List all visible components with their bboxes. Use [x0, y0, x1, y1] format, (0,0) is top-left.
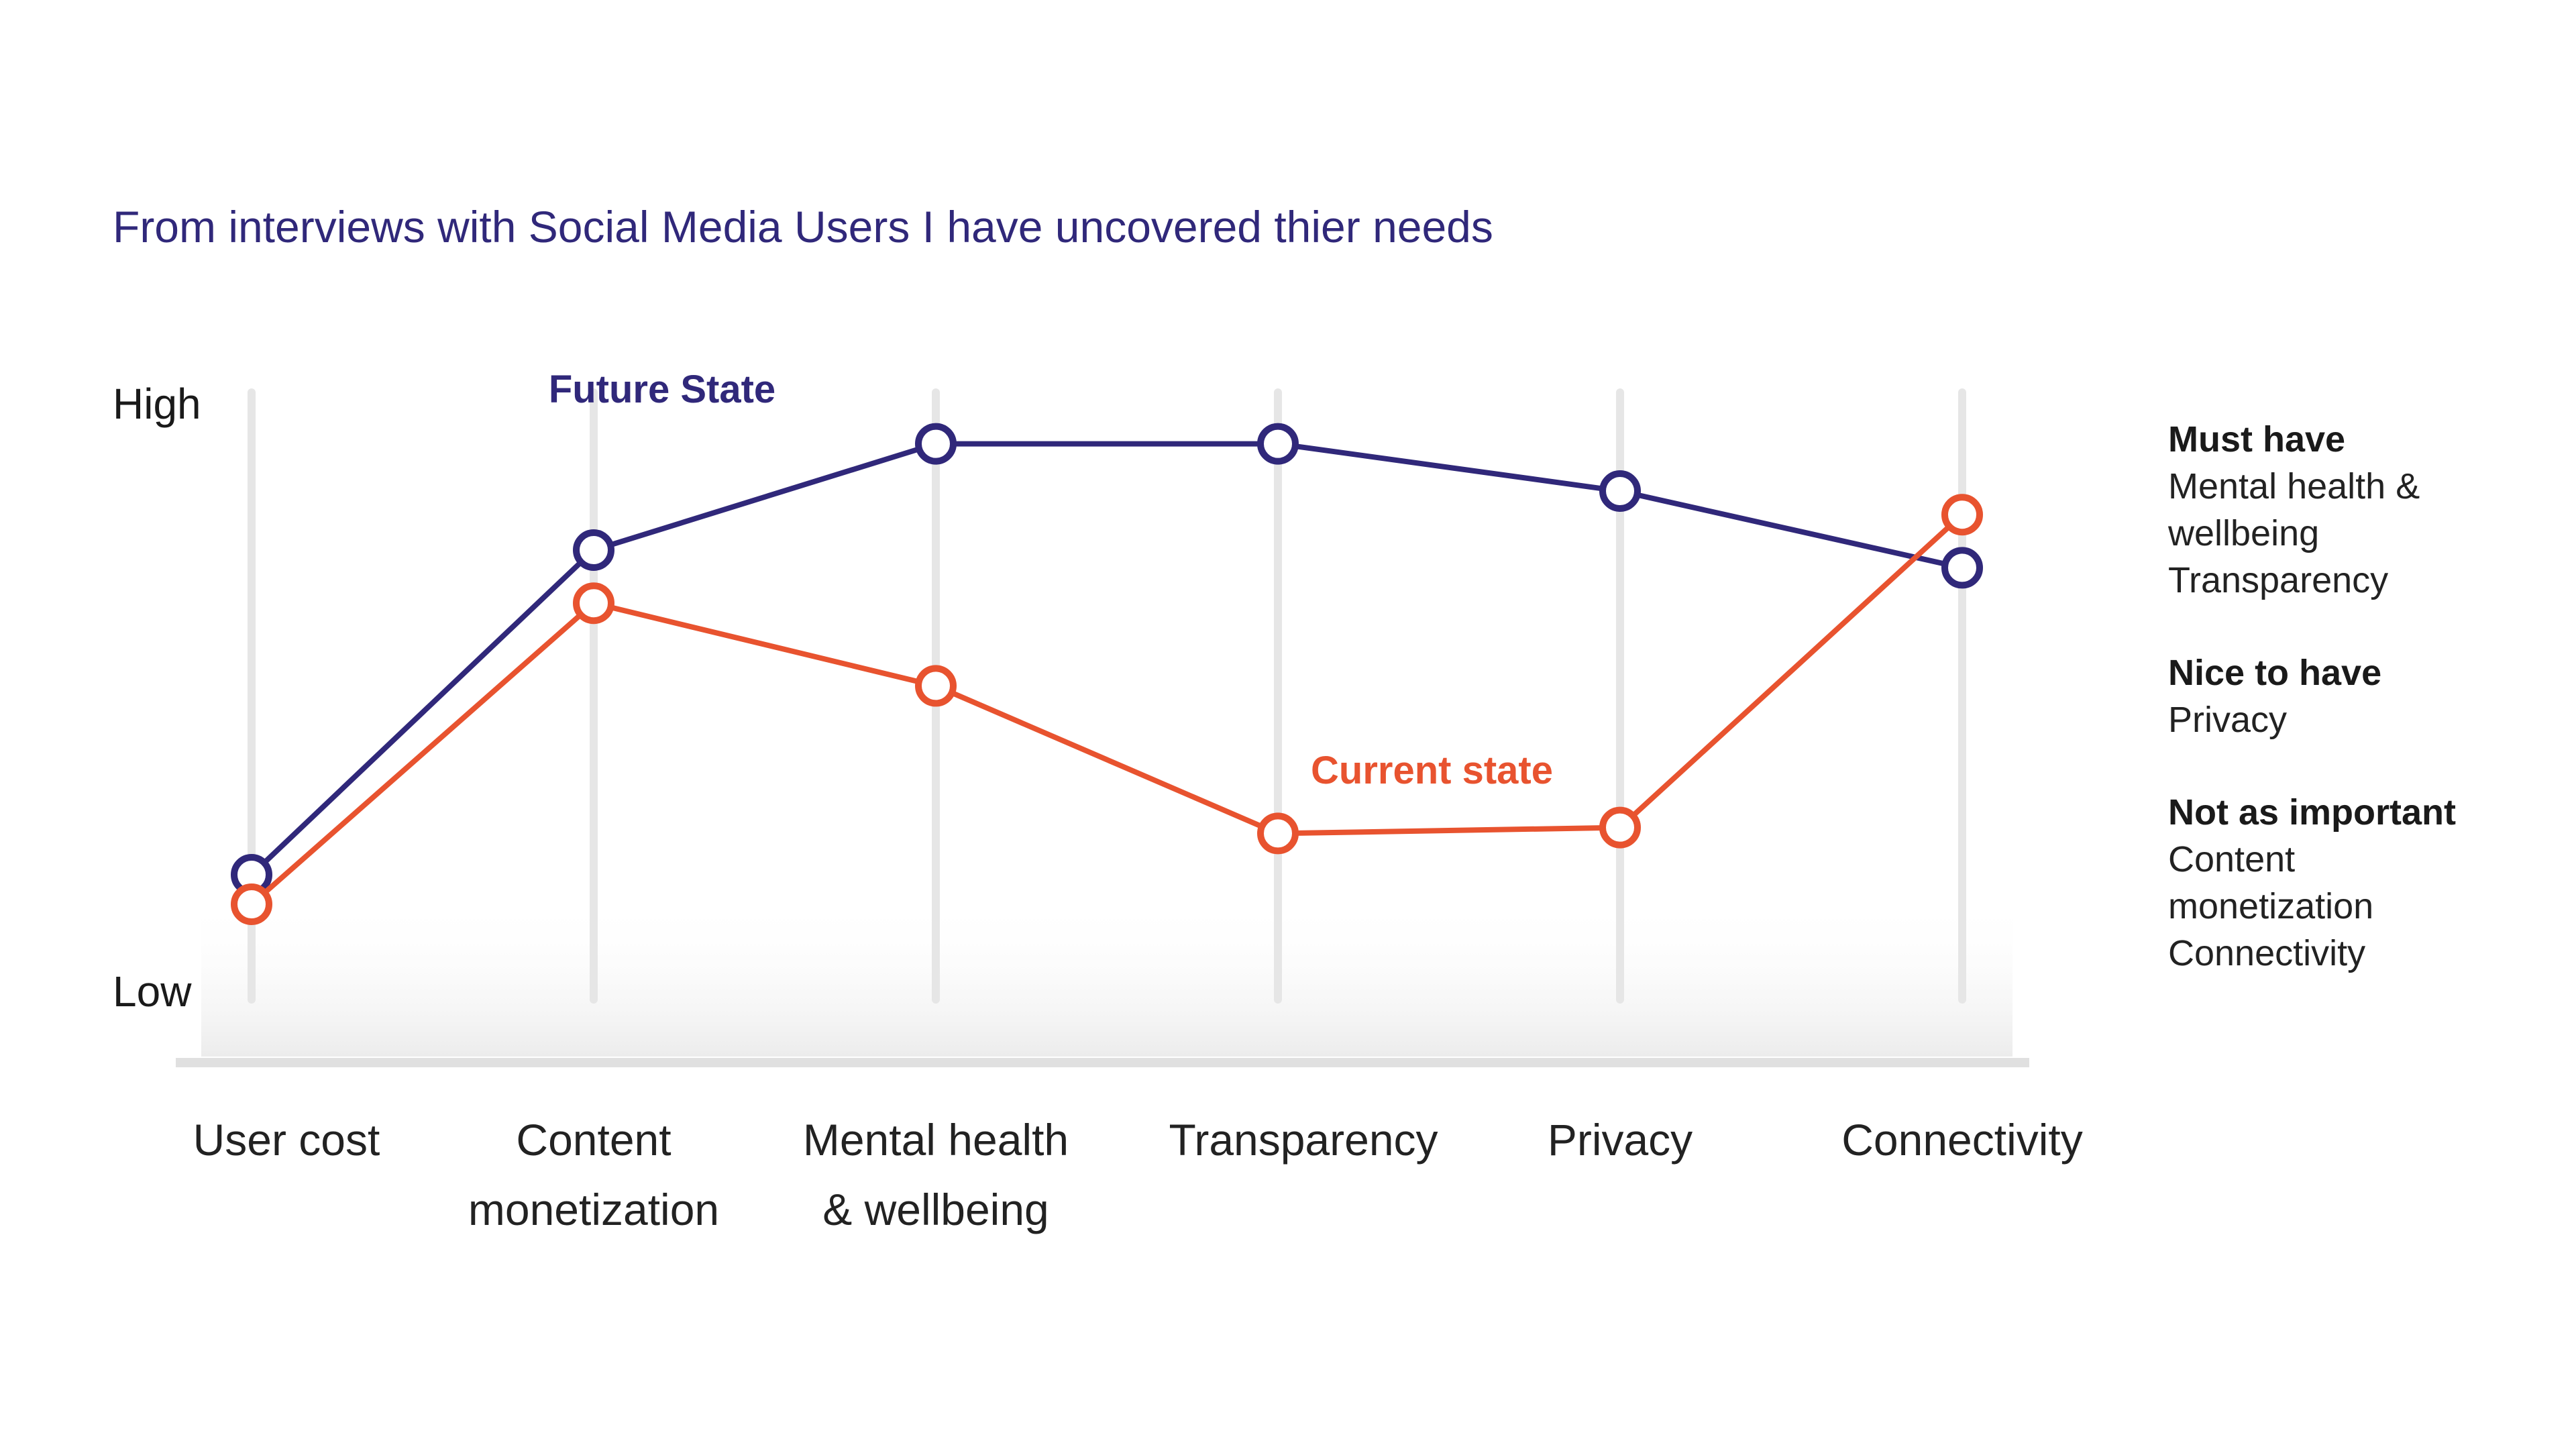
x-label-privacy: Privacy [1548, 1115, 1693, 1165]
legend-item: Mental health & [2168, 466, 2420, 506]
legend-heading: Nice to have [2168, 653, 2382, 693]
point-future-state-privacy [1599, 470, 1641, 512]
legend-item: Transparency [2168, 560, 2389, 600]
legend-item: Privacy [2168, 700, 2288, 740]
series-line-future-state [250, 441, 1963, 877]
legend-heading: Not as important [2168, 792, 2457, 833]
point-future-state-mental-health-and-wellbeing [915, 423, 957, 465]
plot-shade [201, 899, 2012, 1057]
point-future-state-transparency [1257, 423, 1299, 465]
point-future-state-connectivity [1941, 547, 1983, 589]
x-label-content-monetization: Content monetization [468, 1115, 719, 1234]
legend-group-nice-to-have: Nice to have Privacy [2168, 649, 2544, 743]
legend-item: monetization [2168, 886, 2374, 926]
legend-item: wellbeing [2168, 513, 2320, 553]
x-label-mental-health-and-wellbeing: Mental health & wellbeing [803, 1115, 1069, 1234]
x-label-transparency: Transparency [1169, 1115, 1438, 1165]
series-current-state: Current state [231, 494, 1983, 925]
series-label-current-state: Current state [1311, 749, 1553, 792]
series-future-state: Future State [231, 368, 1983, 896]
chart-title: From interviews with Social Media Users … [113, 202, 1493, 252]
priority-legend: Must have Mental health & wellbeing Transpa… [2168, 416, 2544, 1022]
y-label-low: Low [113, 967, 192, 1016]
point-future-state-content-monetization [573, 529, 614, 571]
legend-group-not-as-important: Not as important Content monetization Conne… [2168, 789, 2544, 977]
point-current-state-connectivity [1941, 494, 1983, 536]
legend-heading: Must have [2168, 419, 2346, 460]
legend-group-must-have: Must have Mental health & wellbeing Transpa… [2168, 416, 2544, 604]
point-current-state-privacy [1599, 806, 1641, 849]
x-axis-labels: User cost Content monetization Mental healt… [193, 1115, 2083, 1234]
series-label-future-state: Future State [549, 368, 775, 411]
x-label-user-cost: User cost [193, 1115, 380, 1165]
legend-item: Connectivity [2168, 933, 2366, 973]
point-current-state-content-monetization [573, 582, 614, 625]
series-layer: Future State Current state [231, 368, 1983, 925]
legend-item: Content [2168, 839, 2296, 879]
point-current-state-user-cost [231, 883, 272, 925]
x-label-connectivity: Connectivity [1841, 1115, 2083, 1165]
y-label-high: High [113, 380, 201, 428]
point-current-state-mental-health-and-wellbeing [915, 665, 957, 707]
point-current-state-transparency [1257, 812, 1299, 855]
series-line-current-state [250, 513, 1964, 907]
